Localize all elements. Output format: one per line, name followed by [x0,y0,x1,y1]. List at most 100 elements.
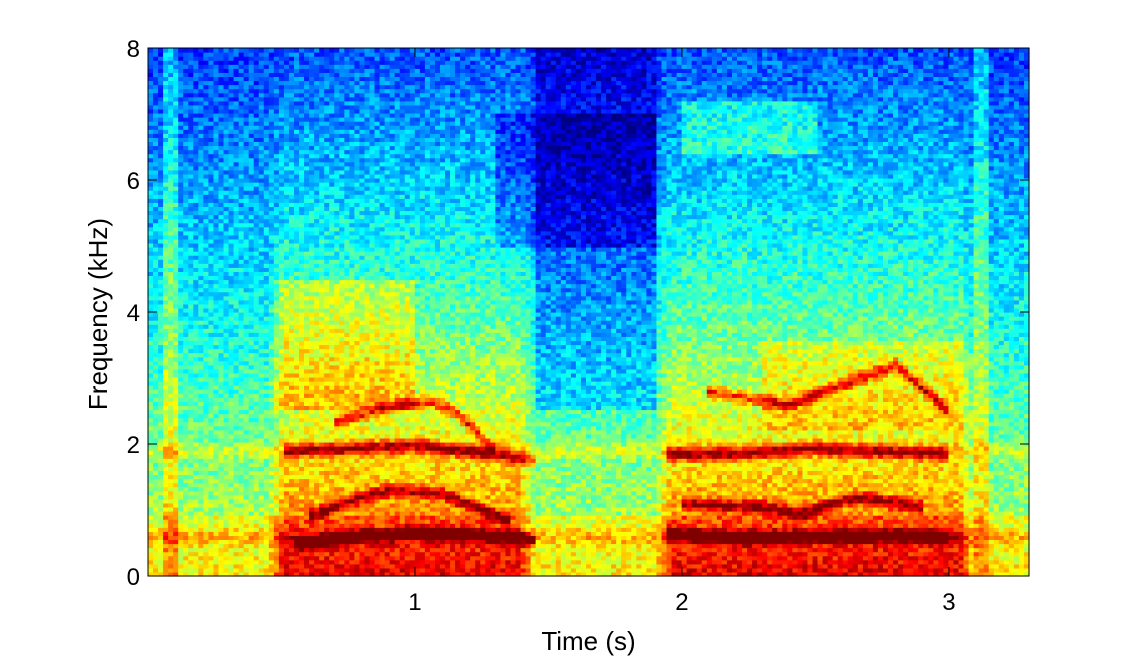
heatmap-cell [198,551,204,557]
heatmap-cell [213,222,220,228]
heatmap-cell [208,511,215,516]
heatmap-cell [233,218,240,224]
heatmap-cell [188,186,194,191]
heatmap-cell [273,413,280,419]
heatmap-cell [263,316,270,321]
heatmap-cell [278,182,285,187]
heatmap-cell [278,405,285,411]
heatmap-cell [299,433,305,439]
heatmap-cell [253,129,260,134]
heatmap-cell [304,117,310,122]
heatmap-cell [268,291,275,297]
heatmap-cell [273,397,280,402]
heatmap-cell [253,356,260,362]
heatmap-cell [183,92,189,98]
heatmap-cell [314,190,320,195]
heatmap-cell [268,226,275,232]
heatmap-cell [283,92,290,98]
heatmap-cell [198,385,204,390]
heatmap-cell [299,295,305,301]
heatmap-cell [208,226,215,232]
heatmap-cell [208,559,215,565]
heatmap-cell [309,368,315,374]
heatmap-cell [238,458,245,463]
heatmap-cell [293,372,300,378]
heatmap-cell [198,295,204,301]
heatmap-cell [263,437,270,443]
heatmap-cell [173,344,179,350]
heatmap-cell [304,519,310,524]
heatmap-cell [163,210,169,216]
heatmap-cell [283,157,290,163]
heatmap-cell [163,307,169,313]
heatmap-cell [213,295,220,301]
heatmap-cell [158,145,164,151]
heatmap-cell [173,161,179,167]
heatmap-cell [153,303,159,309]
heatmap-cell [253,271,260,277]
heatmap-cell [248,177,255,183]
heatmap-cell [278,68,285,73]
heatmap-cell [288,133,295,138]
heatmap-cell [273,96,280,102]
heatmap-cell [273,68,280,73]
heatmap-cell [278,263,285,268]
heatmap-cell [193,121,199,126]
heatmap-cell [188,56,194,61]
heatmap-cell [334,153,340,159]
heatmap-cell [178,283,184,289]
heatmap-cell [158,458,164,463]
heatmap-cell [203,429,210,435]
heatmap-cell [188,498,194,504]
heatmap-cell [278,117,285,122]
heatmap-cell [178,222,184,228]
heatmap-cell [173,218,179,224]
heatmap-cell [319,165,325,171]
heatmap-cell [228,478,235,484]
heatmap-cell [273,287,280,293]
heatmap-cell [299,429,305,435]
heatmap-cell [314,141,320,147]
heatmap-cell [319,429,325,435]
heatmap-cell [228,417,235,423]
heatmap-cell [233,441,240,447]
heatmap-cell [309,312,315,317]
heatmap-cell [334,450,340,455]
heatmap-cell [339,454,345,459]
heatmap-cell [203,173,210,179]
heatmap-cell [158,316,164,321]
heatmap-cell [293,112,300,118]
heatmap-cell [309,324,315,329]
heatmap-cell [223,372,230,378]
heatmap-cell [218,506,225,512]
heatmap-cell [183,328,189,333]
heatmap-cell [278,389,285,394]
heatmap-cell [253,190,260,195]
heatmap-cell [263,405,270,411]
heatmap-cell [329,376,335,382]
heatmap-cell [198,478,204,484]
heatmap-cell [173,397,179,402]
heatmap-cell [314,100,320,106]
heatmap-cell [253,316,260,321]
heatmap-cell [228,454,235,459]
heatmap-cell [253,535,260,541]
heatmap-cell [324,482,330,488]
heatmap-cell [329,470,335,476]
heatmap-cell [223,255,230,260]
heatmap-cell [153,328,159,333]
heatmap-cell [203,409,210,415]
heatmap-cell [329,173,335,179]
heatmap-cell [319,389,325,394]
heatmap-cell [223,100,230,106]
heatmap-cell [198,486,204,492]
heatmap-cell [223,567,230,573]
heatmap-cell [263,238,270,244]
heatmap-cell [173,100,179,106]
heatmap-cell [324,571,330,577]
heatmap-cell [319,84,325,90]
heatmap-cell [163,117,169,122]
heatmap-cell [263,547,270,553]
heatmap-cell [253,482,260,488]
heatmap-cell [218,417,225,423]
